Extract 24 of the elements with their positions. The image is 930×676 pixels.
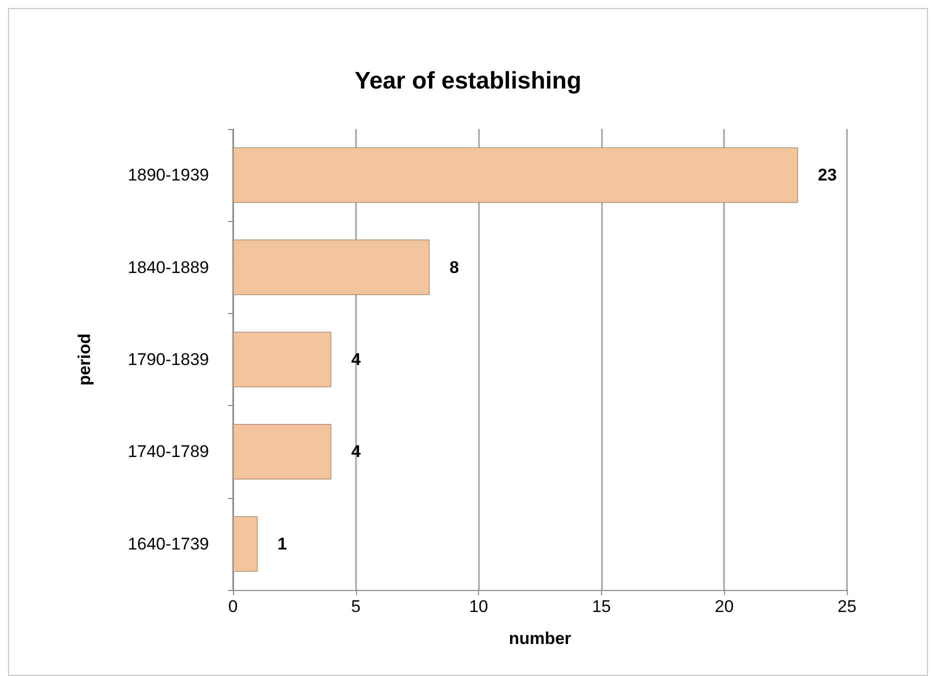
data-label: 8	[449, 258, 459, 277]
x-tick-label: 25	[838, 597, 856, 616]
y-tick-label: 1890-1939	[128, 166, 209, 185]
data-label: 1	[278, 534, 288, 554]
y-tick-label: 1840-1889	[128, 258, 209, 277]
x-tick-label: 20	[714, 597, 734, 616]
x-tick-label: 5	[351, 597, 361, 616]
bar	[233, 516, 258, 572]
data-label: 4	[351, 442, 362, 462]
data-label: 23	[818, 166, 837, 185]
y-tick-label: 1640-1739	[128, 534, 209, 554]
y-tick-label: 1790-1839	[128, 350, 209, 369]
x-tick-label: 10	[469, 597, 488, 616]
bar	[233, 332, 332, 388]
x-tick-label: 15	[592, 597, 611, 616]
x-tick-label: 0	[228, 597, 238, 616]
y-tick-label: 1740-1789	[128, 442, 209, 462]
bar	[233, 240, 430, 295]
y-axis-title: period	[75, 334, 94, 386]
x-axis-title: number	[508, 629, 572, 648]
chart-title: Year of establishing	[354, 68, 582, 94]
bar	[233, 424, 332, 480]
bar	[233, 147, 798, 203]
data-label: 4	[351, 350, 362, 369]
